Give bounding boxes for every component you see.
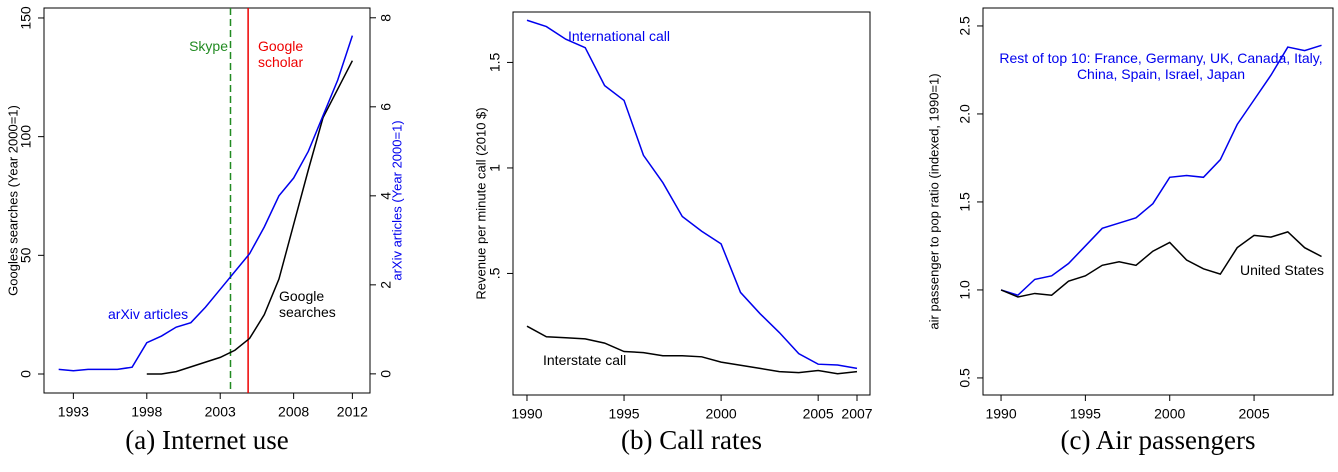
x-tick-label: 2000: [1154, 406, 1185, 422]
y-axis-label: Googles searches (Year 2000=1): [5, 105, 20, 296]
event-label: Google scholar: [258, 38, 304, 70]
series-line: [58, 35, 354, 372]
x-tick-label: 1993: [58, 404, 89, 420]
y2-tick-label: 6: [378, 103, 394, 111]
caption: (b) Call rates: [621, 425, 762, 455]
plot-frame: [43, 7, 371, 394]
series-label: arXiv articles: [108, 306, 189, 322]
y-tick-label: 1.5: [957, 192, 973, 212]
series-label: International call: [568, 28, 670, 44]
plot-frame: [512, 11, 871, 396]
y2-tick-label: 4: [378, 192, 394, 200]
series-line: [526, 325, 858, 375]
caption: (a) Internet use: [125, 425, 289, 455]
y-tick-label: 100: [18, 125, 34, 149]
y2-axis-label: arXiv articles (Year 2000=1): [389, 120, 404, 280]
y-tick-label: 1.0: [957, 280, 973, 300]
x-tick-label: 1990: [511, 406, 542, 422]
x-tick-label: 2012: [337, 404, 368, 420]
series-line: [1000, 44, 1322, 297]
series-line: [146, 60, 354, 375]
y2-tick-label: 0: [378, 370, 394, 378]
series-label: Interstate call: [543, 352, 627, 368]
event-label: Skype: [189, 38, 228, 54]
y-tick-label: 2.0: [957, 104, 973, 124]
y2-tick-label: 8: [378, 14, 394, 22]
y-tick-label: 150: [18, 6, 34, 30]
y-tick-label: 50: [18, 247, 34, 263]
series-label: Rest of top 10: France, Germany, UK, Can…: [999, 50, 1323, 82]
y-tick-label: 1: [487, 164, 503, 172]
y-tick-label: 2.5: [957, 16, 973, 36]
x-tick-label: 1995: [608, 406, 639, 422]
series-label: Google searches: [279, 288, 336, 320]
series-label: United States: [1240, 262, 1325, 278]
x-tick-label: 2007: [841, 406, 872, 422]
x-tick-label: 1995: [1070, 406, 1101, 422]
y-tick-label: 1.5: [487, 52, 503, 72]
x-tick-label: 2000: [706, 406, 737, 422]
y-tick-label: 0: [18, 370, 34, 378]
x-tick-label: 2008: [278, 404, 309, 420]
y-axis-label: Revenue per minute call (2010 $): [473, 107, 488, 299]
x-tick-label: 2003: [205, 404, 236, 420]
y-tick-label: 0.5: [957, 368, 973, 388]
x-tick-label: 1990: [985, 406, 1016, 422]
y2-tick-label: 2: [378, 281, 394, 289]
x-tick-label: 2005: [803, 406, 834, 422]
caption: (c) Air passengers: [1060, 425, 1256, 455]
x-tick-label: 2005: [1238, 406, 1269, 422]
y-tick-label: .5: [487, 267, 503, 279]
x-tick-label: 1998: [131, 404, 162, 420]
series-line: [1000, 231, 1322, 298]
series-line: [526, 19, 858, 370]
y-axis-label: air passenger to pop ratio (indexed, 199…: [926, 73, 941, 329]
